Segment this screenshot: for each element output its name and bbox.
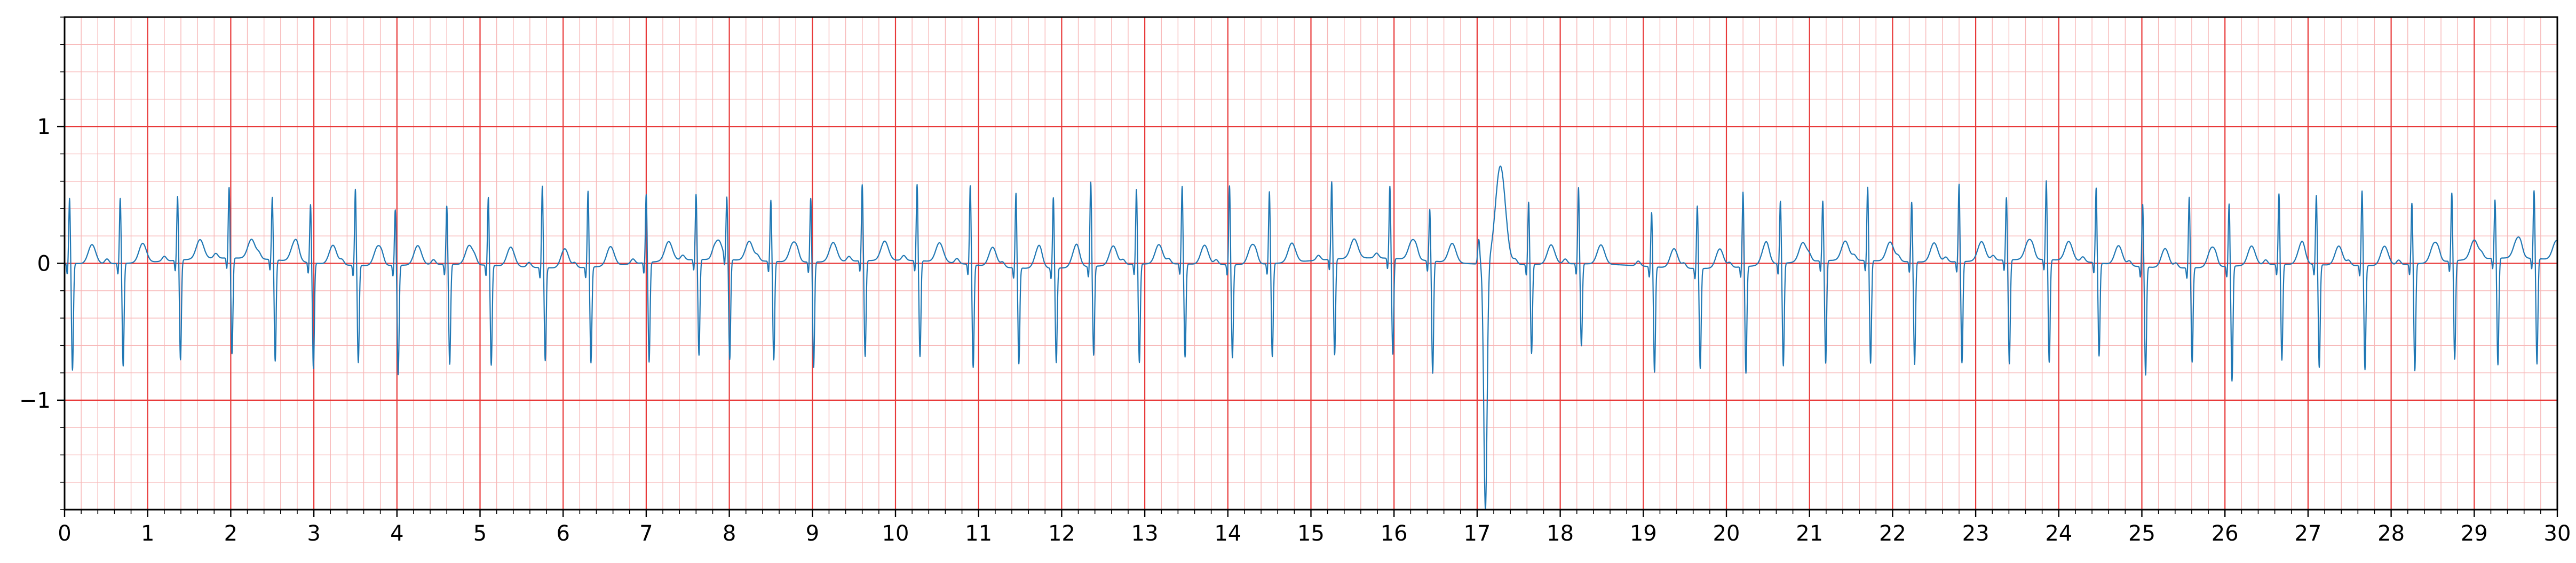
x-tick-label: 30 — [2544, 521, 2571, 546]
x-tick-label: 29 — [2461, 521, 2488, 546]
x-tick-label: 1 — [141, 521, 154, 546]
ecg-trace-line — [65, 165, 2557, 510]
x-tick-label: 16 — [1381, 521, 1408, 546]
x-tick-label: 7 — [639, 521, 653, 546]
x-tick-label: 15 — [1297, 521, 1325, 546]
x-tick-label: 2 — [224, 521, 237, 546]
x-tick-label: 12 — [1048, 521, 1075, 546]
x-tick-label: 13 — [1131, 521, 1159, 546]
x-tick-label: 5 — [473, 521, 487, 546]
x-tick-label: 10 — [882, 521, 909, 546]
x-tick-label: 23 — [1962, 521, 1990, 546]
x-tick-label: 25 — [2128, 521, 2155, 546]
x-tick-label: 11 — [965, 521, 992, 546]
x-tick-label: 18 — [1547, 521, 1574, 546]
x-axis: 0 1 2 3 4 5 6 7 8 9 10 11 12 13 14 15 16 17 18 19 20 21 22 23 24… — [58, 510, 2571, 546]
x-tick-label: 9 — [806, 521, 819, 546]
x-tick-label: 17 — [1463, 521, 1491, 546]
x-tick-label: 4 — [390, 521, 403, 546]
x-tick-label: 27 — [2294, 521, 2321, 546]
x-tick-label: 19 — [1630, 521, 1657, 546]
x-tick-label: 21 — [1796, 521, 1823, 546]
x-tick-label: 24 — [2045, 521, 2072, 546]
x-tick-label: 8 — [723, 521, 736, 546]
y-tick-label: 1 — [37, 115, 51, 139]
plot-area — [65, 165, 2557, 510]
y-axis: 1 0 −1 — [19, 17, 65, 510]
x-tick-label: 22 — [1879, 521, 1906, 546]
x-tick-label: 28 — [2377, 521, 2405, 546]
x-tick-label: 14 — [1214, 521, 1241, 546]
x-tick-label: 26 — [2212, 521, 2239, 546]
x-tick-label: 0 — [58, 521, 71, 546]
x-tick-label: 6 — [556, 521, 569, 546]
x-tick-label: 20 — [1713, 521, 1740, 546]
y-tick-label: 0 — [37, 252, 51, 276]
x-tick-label: 3 — [307, 521, 320, 546]
y-tick-label: −1 — [19, 388, 51, 413]
